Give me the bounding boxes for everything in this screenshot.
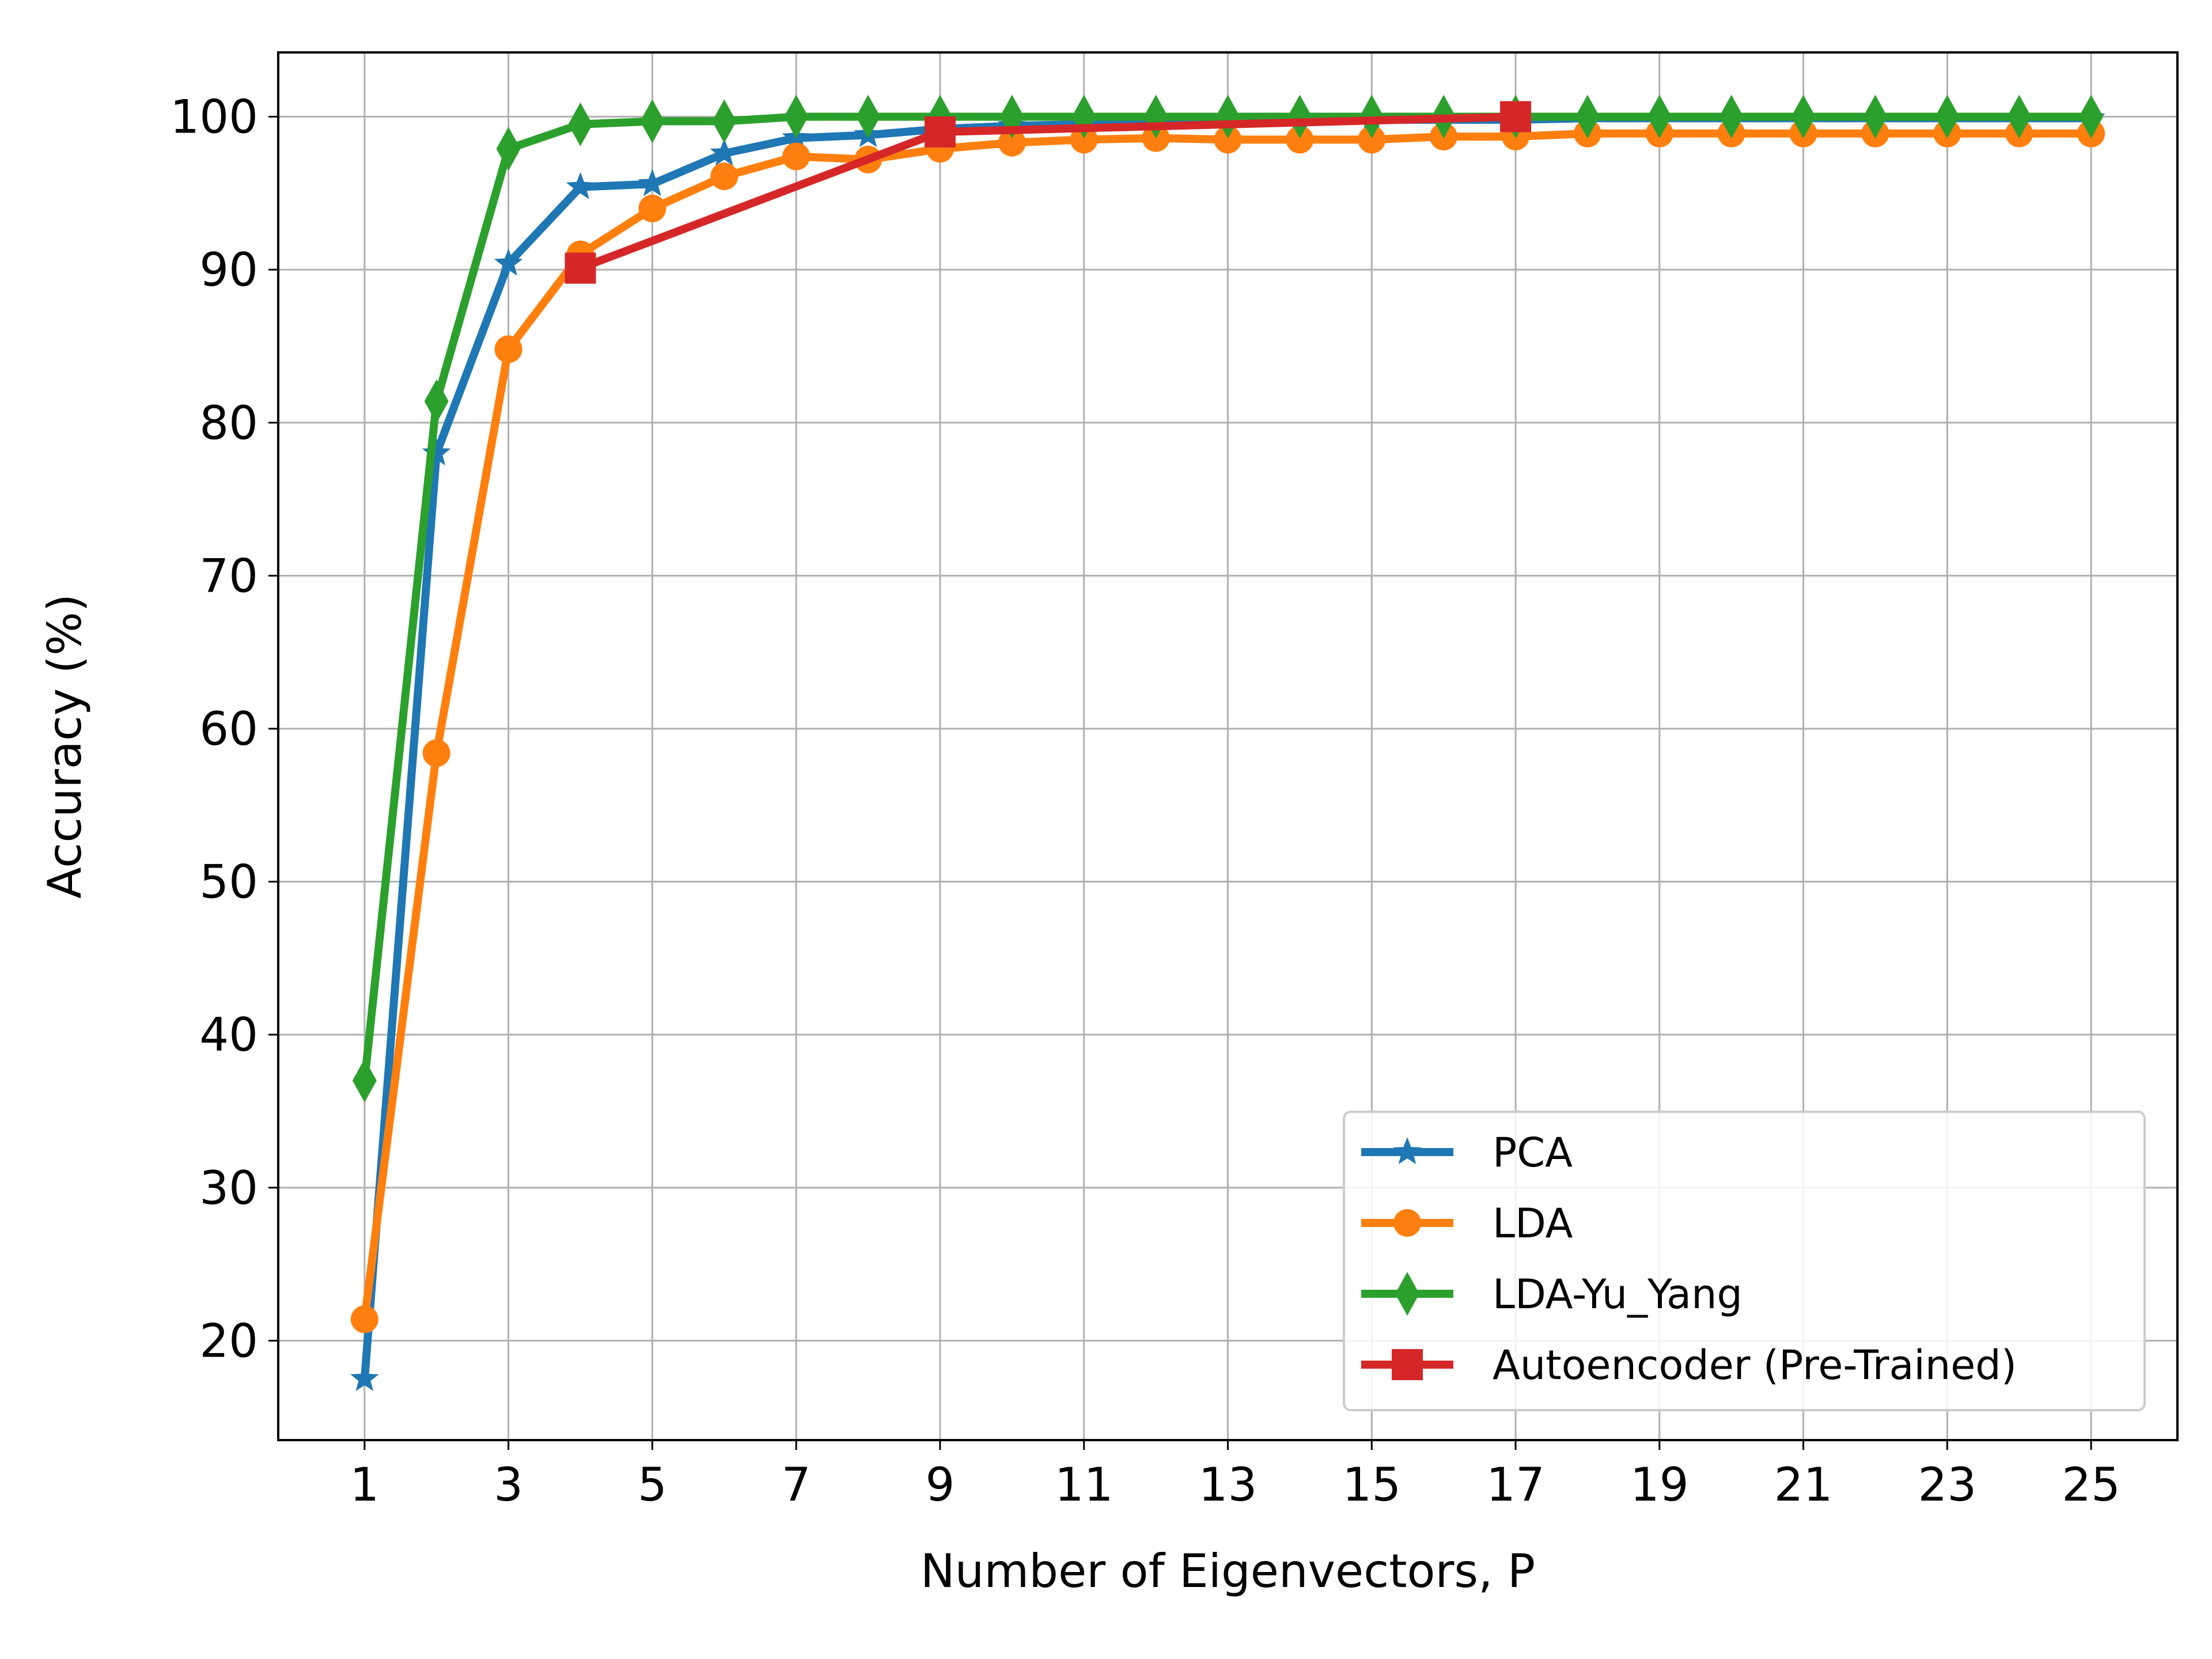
data-point [422, 438, 451, 465]
x-tick-label: 25 [2062, 1458, 2120, 1512]
data-point [350, 1363, 379, 1391]
data-point [1287, 94, 1312, 139]
x-tick-label: 7 [782, 1458, 811, 1512]
y-tick-label: 50 [199, 855, 258, 909]
legend-swatch-marker [1392, 1349, 1423, 1380]
data-point [924, 116, 956, 148]
data-point [496, 127, 521, 171]
data-point [1647, 94, 1672, 139]
legend-label: LDA-Yu_Yang [1493, 1271, 1743, 1318]
data-point [710, 162, 738, 191]
data-point [352, 1058, 377, 1103]
x-tick-label: 21 [1774, 1458, 1833, 1512]
y-tick-label: 60 [199, 702, 258, 756]
data-point [640, 99, 665, 143]
data-point [1791, 94, 1816, 139]
y-tick-label: 100 [170, 90, 258, 144]
x-tick-label: 23 [1918, 1458, 1976, 1512]
data-point [1214, 126, 1242, 154]
y-tick-label: 70 [199, 549, 258, 603]
legend: PCA LDA LDA-Yu_Yang Autoencoder (Pre-Traine… [1343, 1111, 2146, 1411]
data-point [782, 142, 810, 171]
data-point [1286, 126, 1314, 154]
data-point [566, 172, 595, 199]
data-point [2079, 94, 2104, 139]
data-point [1358, 126, 1386, 154]
data-point [565, 252, 596, 284]
x-tick-label: 3 [494, 1458, 523, 1512]
data-point [350, 1305, 378, 1334]
y-tick-label: 30 [199, 1161, 258, 1215]
data-point [422, 739, 450, 767]
data-point [1070, 126, 1098, 154]
data-point [710, 138, 738, 166]
y-axis-label: Accuracy (%) [38, 594, 92, 899]
data-point [1575, 94, 1600, 139]
x-tick-label: 5 [638, 1458, 667, 1512]
y-tick-label: 40 [199, 1008, 258, 1062]
data-point [494, 248, 523, 276]
x-tick-label: 17 [1486, 1458, 1545, 1512]
series-layer [350, 94, 2105, 1391]
data-point [638, 169, 667, 196]
data-point [1935, 94, 1960, 139]
x-tick-label: 13 [1199, 1458, 1257, 1512]
series-1 [350, 119, 2105, 1334]
x-tick-label: 19 [1630, 1458, 1689, 1512]
data-point [856, 94, 881, 139]
y-tick-label: 90 [199, 243, 258, 297]
data-point [1863, 94, 1888, 139]
data-point [1500, 101, 1532, 132]
legend-label: PCA [1493, 1129, 1573, 1176]
x-axis-label: Number of Eigenvectors, P [921, 1544, 1535, 1598]
data-point [2007, 94, 2032, 139]
legend-swatch-marker [1395, 1272, 1419, 1316]
x-tick-label: 11 [1055, 1458, 1113, 1512]
data-point [712, 99, 737, 143]
legend-label: Autoencoder (Pre-Trained) [1493, 1342, 2017, 1389]
y-tick-label: 80 [199, 396, 258, 450]
series-3 [565, 101, 1532, 284]
y-tick-label: 20 [199, 1314, 258, 1368]
legend-swatch-marker [1393, 1209, 1421, 1237]
data-point [1719, 94, 1744, 139]
x-tick-label: 15 [1342, 1458, 1401, 1512]
x-tick-label: 1 [350, 1458, 379, 1512]
data-point [568, 102, 593, 146]
legend-label: LDA [1493, 1200, 1573, 1247]
data-point [998, 128, 1026, 157]
legend-box [1343, 1111, 2146, 1411]
data-point [784, 94, 809, 139]
data-point [424, 379, 449, 423]
legend-swatch-marker [1393, 1137, 1422, 1164]
data-point [494, 335, 522, 363]
x-tick-label: 9 [926, 1458, 955, 1512]
data-point [638, 194, 666, 222]
